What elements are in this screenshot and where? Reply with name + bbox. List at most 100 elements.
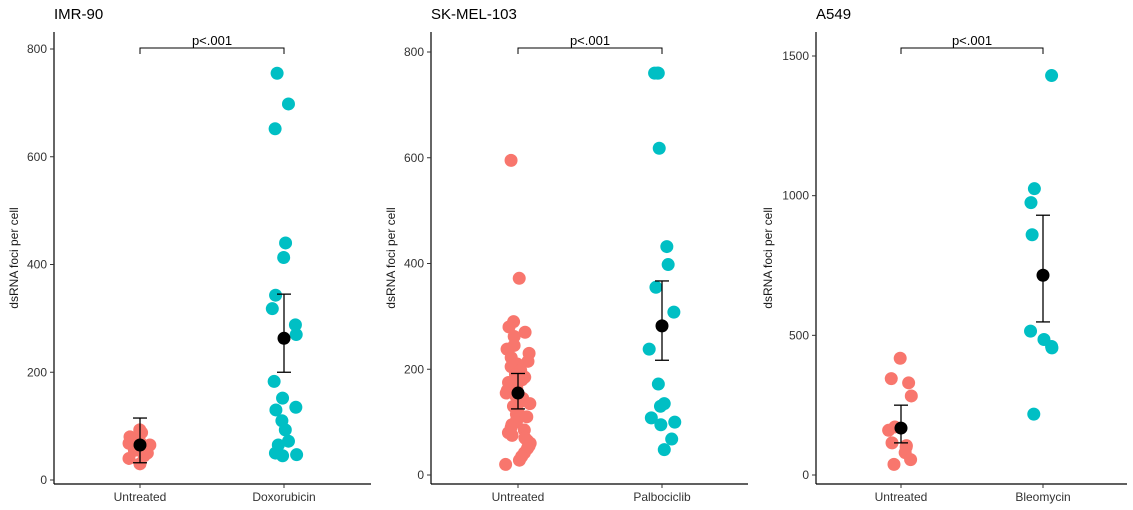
data-point: [518, 325, 532, 339]
y-tick-label: 1000: [782, 189, 809, 203]
data-point: [668, 415, 682, 429]
data-point: [653, 399, 667, 413]
data-point: [651, 377, 665, 391]
data-point: [884, 372, 898, 386]
panel-title: IMR-90: [54, 6, 103, 23]
significance-label: p<.001: [570, 33, 610, 48]
x-tick-label: Doxorubicin: [252, 490, 315, 504]
data-point: [289, 328, 303, 342]
y-tick-label: 200: [404, 362, 424, 376]
y-tick-label: 500: [789, 328, 809, 342]
x-tick-label: Bleomycin: [1015, 490, 1070, 504]
data-point: [122, 451, 136, 465]
y-tick-label: 600: [404, 151, 424, 165]
data-point: [648, 66, 662, 80]
data-point: [507, 329, 521, 343]
significance-label: p<.001: [192, 33, 232, 48]
data-point: [521, 354, 535, 368]
data-point: [887, 457, 901, 471]
series-untreated: [499, 153, 537, 471]
mean-point: [655, 319, 669, 333]
data-point: [657, 443, 671, 457]
panel-3: A549 0 500 1000 1500 dsRNA foci per cell Untre…: [761, 6, 1127, 504]
y-axis-label: dsRNA foci per cell: [7, 207, 21, 308]
mean-point: [894, 421, 908, 435]
data-point: [276, 449, 290, 463]
data-point: [504, 153, 518, 167]
data-point: [268, 122, 282, 136]
y-tick-label: 1500: [782, 49, 809, 63]
data-point: [667, 305, 681, 319]
data-point: [644, 411, 658, 425]
data-point: [520, 410, 534, 424]
y-tick-label: 800: [404, 45, 424, 59]
data-point: [499, 457, 513, 471]
y-tick-label: 600: [27, 150, 47, 164]
data-point: [1024, 324, 1038, 338]
data-point: [660, 240, 674, 254]
series-untreated: [882, 351, 918, 471]
data-point: [882, 423, 896, 437]
data-point: [902, 376, 916, 390]
data-point: [281, 434, 295, 448]
data-point: [276, 391, 290, 405]
data-point: [665, 432, 679, 446]
significance-bracket: [900, 47, 1044, 54]
data-point: [279, 236, 293, 250]
data-point: [290, 448, 304, 462]
data-point: [1027, 182, 1041, 196]
panel-2: SK-MEL-103 0 200 400 600 800 dsRNA foci per ce…: [384, 6, 748, 504]
data-point: [523, 397, 537, 411]
mean-point: [277, 331, 291, 345]
panel-1: IMR-90 0 200 400 600 800 dsRNA foci per cell Un…: [7, 6, 371, 504]
data-point: [278, 423, 292, 437]
data-point: [288, 318, 302, 332]
y-tick-label: 200: [27, 365, 47, 379]
panel-title: A549: [816, 6, 851, 23]
y-tick-label: 800: [27, 42, 47, 56]
data-point: [505, 428, 519, 442]
data-point: [267, 374, 281, 388]
significance-label: p<.001: [952, 33, 992, 48]
x-tick-label: Untreated: [114, 490, 167, 504]
data-point: [281, 97, 295, 111]
y-tick-label: 0: [802, 468, 809, 482]
data-point: [661, 258, 675, 272]
significance-bracket: [517, 47, 663, 54]
data-point: [1027, 407, 1041, 421]
data-point: [133, 457, 147, 471]
mean-point: [511, 386, 525, 400]
data-point: [885, 436, 899, 450]
data-point: [1045, 69, 1059, 83]
data-point: [1024, 196, 1038, 210]
significance-bracket: [139, 47, 285, 54]
mean-point: [133, 438, 147, 452]
x-tick-label: Untreated: [875, 490, 928, 504]
series-bleomycin: [1024, 69, 1059, 421]
y-tick-label: 0: [40, 473, 47, 487]
data-point: [502, 320, 516, 334]
y-tick-label: 400: [404, 257, 424, 271]
y-tick-label: 400: [27, 258, 47, 272]
data-point: [654, 418, 668, 432]
series-untreated: [122, 417, 157, 471]
data-point: [277, 250, 291, 264]
data-point: [642, 342, 656, 356]
data-point: [649, 280, 663, 294]
data-point: [893, 351, 907, 365]
data-point: [289, 400, 303, 414]
data-point: [512, 271, 526, 285]
y-tick-label: 0: [417, 468, 424, 482]
panel-title: SK-MEL-103: [431, 6, 517, 23]
data-point: [904, 389, 918, 403]
data-point: [512, 453, 526, 467]
data-point: [269, 288, 283, 302]
data-point: [265, 302, 279, 316]
data-point: [1025, 228, 1039, 242]
y-axis-label: dsRNA foci per cell: [384, 207, 398, 308]
x-tick-label: Untreated: [492, 490, 545, 504]
y-axis-label: dsRNA foci per cell: [761, 207, 775, 308]
mean-point: [1036, 268, 1050, 282]
data-point: [270, 66, 284, 80]
